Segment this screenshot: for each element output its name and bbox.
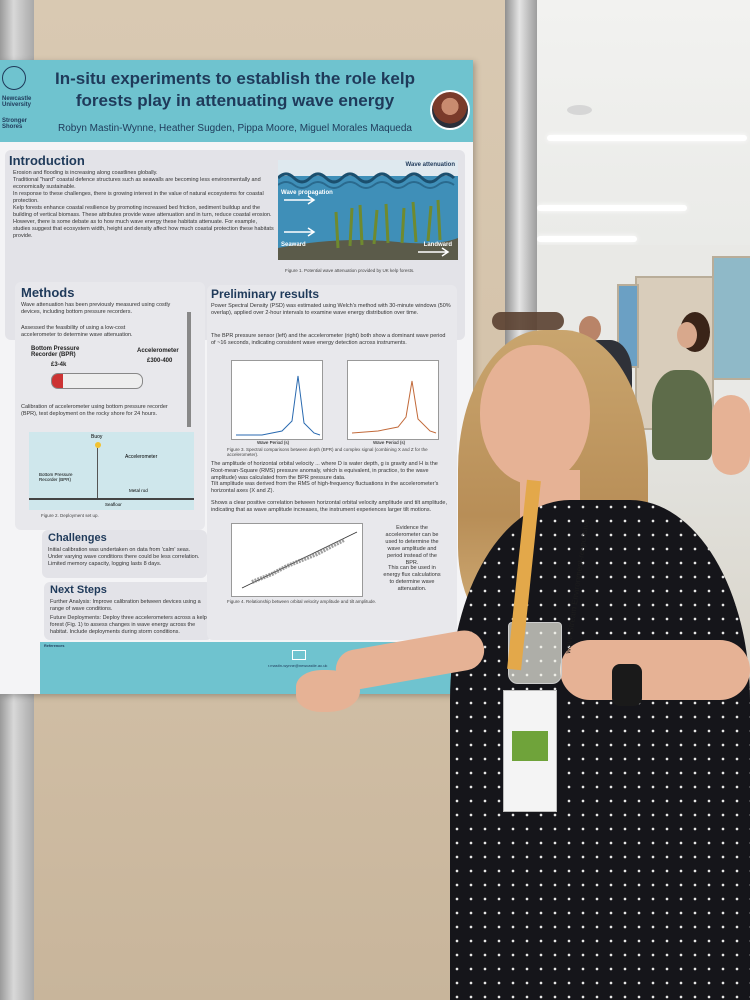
buoy-line [97, 448, 98, 498]
sunglasses-icon [492, 312, 564, 330]
correlation-plot [231, 523, 363, 597]
research-poster: Newcastle University Stronger Shores In-… [0, 60, 473, 694]
university-seal-icon [2, 66, 26, 90]
psd-plot-accelerometer [347, 360, 439, 440]
challenge-bullet: Limited memory capacity, logging lasts 8… [48, 561, 162, 567]
figure-4-caption: Figure 4. Relationship between orbital v… [227, 599, 377, 604]
poster-authors: Robyn Mastin-Wynne, Heather Sugden, Pipp… [58, 123, 412, 134]
challenges-title: Challenges [48, 532, 107, 544]
intro-bullet: Kelp forests enhance coastal resilience … [13, 205, 272, 218]
results-text-5: Shows a clear positive correlation betwe… [211, 500, 448, 513]
wave-propagation-label: Wave propagation [281, 190, 333, 196]
newcastle-logo: Newcastle University [2, 96, 32, 108]
buoy-label: Buoy [91, 434, 103, 440]
poster-header: Newcastle University Stronger Shores In-… [0, 60, 473, 142]
background-person [652, 370, 712, 460]
psd-curve-accelerometer [351, 380, 437, 434]
methods-text-3: Calibration of accelerometer using botto… [21, 404, 168, 417]
references: References [44, 644, 65, 648]
methods-text-1: Wave attenuation has been previously mea… [21, 302, 171, 315]
intro-title: Introduction [9, 153, 85, 168]
plot-xlabel-2: Wave Period (s) [373, 440, 406, 445]
next-steps-text-2: Future Deployments: Deploy three acceler… [50, 615, 207, 635]
bpr-price: £3-4k [51, 362, 67, 368]
figure-3-caption: Figure 3. Spectral comparisons between d… [227, 447, 428, 457]
stronger-shores-logo: Stronger Shores [2, 118, 28, 130]
psd-plot-bpr [231, 360, 323, 440]
challenges-bullets: Initial calibration was undertaken on da… [48, 547, 203, 568]
contact-email: r.mastin-wynne@newcastle.ac.uk [268, 663, 328, 668]
bpr-device [51, 373, 143, 389]
accelerometer-price: £300-400 [147, 358, 173, 364]
figure-1-caption: Figure 1. Potential wave attenuation pro… [285, 268, 415, 273]
email-icon [292, 650, 306, 660]
intro-bullet: In response to these challenges, there i… [13, 191, 264, 204]
name-badge [503, 690, 557, 812]
hand-right-edge [712, 395, 750, 475]
results-text-3: The amplitude of horizontal orbital velo… [211, 461, 438, 481]
next-steps-text-1: Further Analysis: Improve calibration be… [50, 599, 201, 612]
evidence-text-2: This can be used in energy flux calculat… [383, 565, 441, 592]
psd-curve-bpr [236, 375, 321, 436]
results-text-4: Tilt amplitude was derived from the RMS … [211, 481, 439, 494]
intro-bullet: Erosion and flooding is increasing along… [13, 170, 158, 176]
author-photo [430, 90, 470, 130]
metal-rod-label: Metal rod [129, 488, 148, 493]
seafloor-label: Seafloor [105, 502, 122, 507]
next-steps-title: Next Steps [50, 584, 107, 596]
deployment-figure: Buoy Accelerometer Bottom Pressure Recor… [29, 432, 194, 510]
kelp-figure: Wave attenuation Wave propagation Seawar… [276, 160, 458, 260]
next-steps-panel: Next Steps Further Analysis: Improve cal… [44, 582, 212, 640]
kelp-illustration [276, 172, 458, 260]
badge-green-logo [512, 731, 548, 761]
results-title: Preliminary results [211, 287, 320, 301]
landward-label: Landward [423, 242, 452, 248]
challenge-bullet: Initial calibration was undertaken on da… [48, 547, 200, 560]
seaward-label: Seaward [281, 242, 306, 248]
figure-2-caption: Figure 2. Deployment set up. [41, 513, 99, 518]
correlation-scatter [241, 531, 358, 589]
intro-bullet: However, there is some debate as to how … [13, 219, 274, 239]
accelerometer-device [187, 312, 191, 427]
presenter-arm-right [560, 640, 750, 700]
accelerometer-label: Accelerometer [137, 348, 179, 354]
methods-panel: Methods Wave attenuation has been previo… [15, 282, 205, 530]
results-text-1: Power Spectral Density (PSD) was estimat… [211, 303, 451, 316]
accelerometer-fig-label: Accelerometer [125, 454, 158, 460]
poster-title: In-situ experiments to establish the rol… [40, 68, 430, 112]
wave-attenuation-label: Wave attenuation [405, 162, 455, 168]
evidence-text: Evidence the accelerometer can be used t… [385, 525, 439, 566]
intro-bullets: Erosion and flooding is increasing along… [13, 170, 275, 240]
background-poster-stand-2 [712, 256, 750, 380]
title-line-2: forests play in attenuating wave energy [75, 91, 395, 110]
methods-title: Methods [21, 285, 75, 300]
methods-text-2: Assessed the feasibility of using a low-… [21, 325, 133, 338]
results-text-2: The BPR pressure sensor (left) and the a… [211, 333, 446, 346]
bpr-fig-label: Bottom Pressure Recorder (BPR) [39, 472, 73, 482]
presenter-face [480, 345, 590, 485]
intro-bullet: Traditional "hard" coastal defence struc… [13, 177, 261, 190]
bpr-label: Bottom Pressure Recorder (BPR) [31, 346, 80, 358]
challenges-panel: Challenges Initial calibration was under… [42, 530, 207, 578]
seafloor [29, 498, 194, 500]
title-line-1: In-situ experiments to establish the rol… [55, 69, 415, 88]
buoy [95, 442, 101, 448]
presenter-hand-left [296, 670, 360, 712]
background-person-face [677, 322, 697, 348]
plot-xlabel: Wave Period (s) [257, 440, 290, 445]
smartwatch-icon [612, 664, 642, 706]
presenter-dress [450, 500, 750, 1000]
results-panel: Preliminary results Power Spectral Densi… [207, 285, 457, 640]
